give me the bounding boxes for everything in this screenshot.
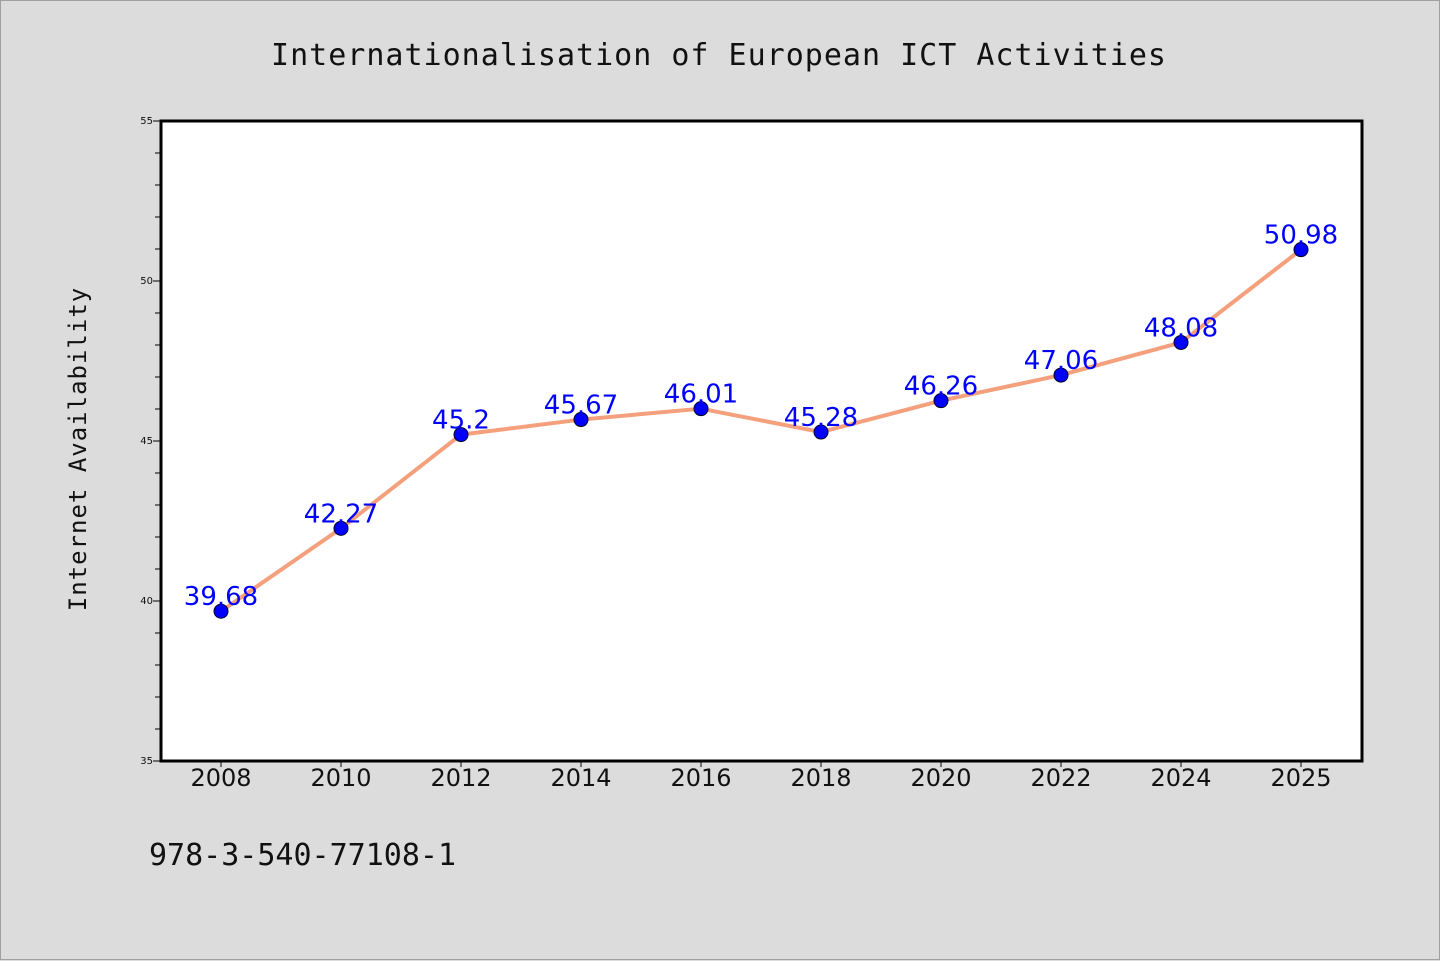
x-tick-label: 2012 [430,764,491,792]
data-label: 39.68 [184,582,258,612]
y-tick-label: 40 [140,596,153,607]
y-tick-label: 45 [140,436,153,447]
x-tick-label: 2016 [670,764,731,792]
y-tick-label: 50 [140,276,153,287]
plot-area [159,119,1364,763]
data-point [1173,334,1189,350]
x-tick-label: 2024 [1150,764,1211,792]
x-tick-label: 2020 [910,764,971,792]
data-point [813,424,829,440]
data-label: 46.01 [664,380,738,410]
y-axis: 35 40 45 50 55 [140,116,161,767]
data-point [1053,367,1069,383]
y-axis-label: Internet Availability [64,287,92,611]
y-tick-label: 35 [140,756,153,767]
data-point [453,427,469,443]
data-point [213,603,229,619]
data-point [333,520,349,536]
x-axis: 2008 2010 2012 2014 2016 2018 2020 2022 2024 2025 [190,761,1332,792]
x-tick-label: 2014 [550,764,611,792]
data-label: 42.27 [304,499,378,529]
data-point [933,393,949,409]
chart-title: Internationalisation of European ICT Act… [271,38,1167,73]
data-label: 47.06 [1024,346,1098,376]
x-tick-label: 2025 [1270,764,1331,792]
data-label: 46.26 [904,372,978,402]
series-layer: 39.68 42.27 45.2 45.67 46.01 45.28 46.26 47.06 4… [184,221,1338,619]
x-tick-label: 2010 [310,764,371,792]
x-tick-label: 2008 [190,764,251,792]
data-label: 45.28 [784,403,858,433]
data-point [1293,242,1309,258]
data-label: 50.98 [1264,221,1338,251]
data-label: 45.2 [432,406,490,436]
data-point [573,412,589,428]
data-label: 45.67 [544,391,618,421]
x-tick-label: 2022 [1030,764,1091,792]
series-line [219,247,1303,614]
x-tick-label: 2018 [790,764,851,792]
footnote-isbn: 978-3-540-77108-1 [149,838,456,873]
y-tick-label: 55 [140,116,153,127]
data-point [693,401,709,417]
data-label: 48.08 [1144,313,1218,343]
